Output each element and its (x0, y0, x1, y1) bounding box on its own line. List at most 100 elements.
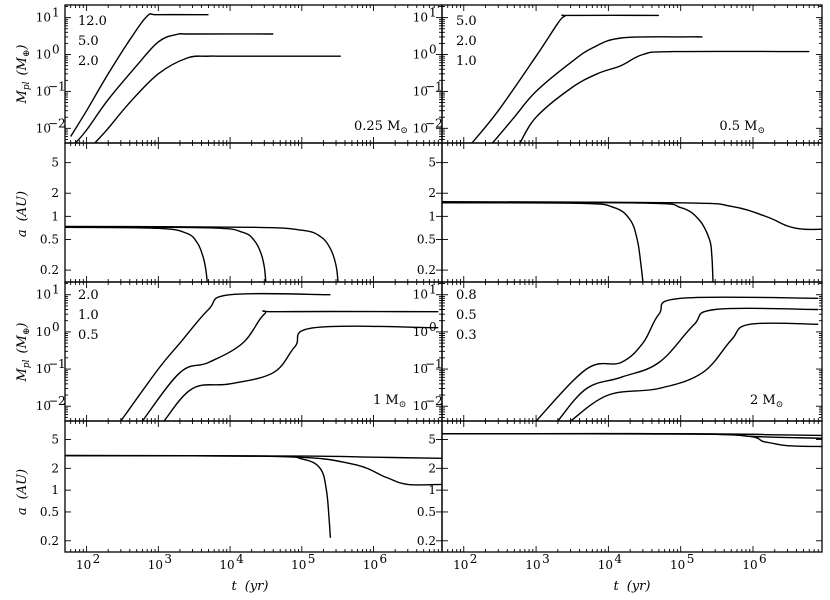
y-tick-label: 2 (51, 186, 59, 200)
x-tick-label-exp: 3 (164, 552, 172, 566)
axes-frame (441, 4, 823, 144)
y-tick-label-exp: −1 (48, 79, 66, 93)
legend-label: 2.0 (78, 288, 99, 303)
legend-label: 0.5 (78, 328, 99, 343)
legend-label: 0.5 (456, 308, 477, 323)
y-tick-label: 0.5 (417, 505, 436, 519)
x-tick-label: 10 (219, 558, 234, 572)
ylabel-mass-bottom: Mpl(M⊕) (15, 323, 32, 383)
y-tick-label: 10 (413, 288, 428, 302)
y-tick-label: 2 (428, 461, 436, 475)
axes-frame (441, 142, 823, 283)
y-tick-label: 10 (36, 362, 51, 376)
x-tick-label-exp: 5 (687, 552, 695, 566)
series-line-1 (70, 13, 209, 137)
ylabel-a-top: a(AU) (15, 191, 30, 237)
axes-frame (64, 142, 443, 283)
series-line-1 (120, 292, 331, 421)
y-tick-label: 10 (36, 11, 51, 25)
y-tick-label: 0.2 (417, 263, 436, 277)
y-tick-label: 5 (51, 156, 59, 170)
y-tick-label: 10 (36, 48, 51, 62)
y-tick-label-exp: 0 (52, 43, 60, 57)
legend-label: 0.8 (456, 288, 477, 303)
legend-label: 5.0 (456, 14, 477, 29)
y-tick-label: 0.5 (40, 505, 59, 519)
series-line-2 (491, 36, 703, 143)
y-tick-label: 1 (51, 209, 59, 223)
series-line-3 (65, 225, 339, 282)
panel-mass-2: 10 110 010−110−2 (413, 281, 823, 422)
legend-panel-2: 5.0 2.0 1.0 (456, 14, 477, 69)
x-tick-label-exp: 6 (759, 552, 767, 566)
series-line-2 (65, 454, 442, 486)
x-tick-label: 10 (742, 558, 757, 572)
y-tick-label: 5 (428, 156, 436, 170)
series-line-3 (442, 433, 822, 437)
stellar-mass-annotation-2: 0.5 M⊙ (719, 119, 765, 136)
y-tick-label-exp: 1 (52, 6, 60, 20)
series-line-1 (65, 226, 208, 282)
series-line-2 (442, 432, 822, 448)
series-line-3 (570, 322, 819, 421)
y-tick-label: 10 (413, 362, 428, 376)
y-tick-label-exp: 1 (429, 6, 437, 20)
axes-frame (441, 420, 823, 553)
y-tick-label: 10 (413, 121, 428, 135)
legend-panel-1: 12.0 5.0 2.0 (78, 14, 107, 69)
ylabel-mass-top: Mpl(M⊕) (15, 45, 32, 105)
xlabel-right: t (yr) (614, 579, 651, 594)
series-line-1 (471, 14, 659, 143)
y-tick-label-exp: 1 (52, 283, 60, 297)
y-tick-label-exp: −2 (425, 116, 443, 130)
y-tick-label: 0.2 (417, 534, 436, 548)
x-tick-label: 10 (363, 558, 378, 572)
y-tick-label: 10 (36, 325, 51, 339)
x-tick-label-exp: 6 (380, 552, 388, 566)
legend-panel-4: 0.8 0.5 0.3 (456, 288, 477, 343)
y-tick-label: 0.2 (40, 534, 59, 548)
series-line-1 (442, 202, 644, 282)
y-tick-label-exp: −2 (425, 394, 443, 408)
y-tick-label-exp: −2 (48, 116, 66, 130)
y-tick-label: 10 (36, 288, 51, 302)
panel-semimajor-0.5: 5 2 1 0.5 0.2 (417, 142, 823, 283)
y-tick-label-exp: 0 (429, 43, 437, 57)
series-line-2 (65, 226, 267, 282)
y-tick-label-exp: −2 (48, 394, 66, 408)
xlabel-left: t (yr) (232, 579, 269, 594)
legend-label: 0.3 (456, 328, 477, 343)
x-tick-label-exp: 5 (308, 552, 316, 566)
y-tick-label: 2 (51, 461, 59, 475)
x-tick-label-exp: 3 (542, 552, 550, 566)
y-tick-label: 10 (36, 84, 51, 98)
series-line-3 (65, 454, 442, 459)
y-tick-label: 10 (413, 325, 428, 339)
series-line-3 (94, 55, 341, 143)
series-line-3 (163, 325, 439, 421)
x-tick-label-exp: 2 (93, 552, 101, 566)
y-tick-label-exp: −1 (48, 357, 66, 371)
ylabel-a-bottom: a(AU) (15, 469, 30, 515)
x-tick-label: 10 (148, 558, 163, 572)
y-tick-label: 5 (428, 432, 436, 446)
legend-label: 12.0 (78, 14, 107, 29)
axes-frame (64, 420, 443, 553)
stellar-mass-annotation-4: 2 M⊙ (750, 393, 783, 410)
y-tick-label: 1 (51, 483, 59, 497)
legend-label: 2.0 (78, 54, 99, 69)
y-tick-label-exp: −1 (425, 79, 443, 93)
stellar-mass-annotation-1: 0.25 M⊙ (354, 119, 408, 136)
y-tick-label: 0.5 (417, 232, 436, 246)
y-tick-label: 5 (51, 432, 59, 446)
y-tick-label: 0.5 (40, 232, 59, 246)
x-tick-label-exp: 2 (470, 552, 478, 566)
x-tick-label-exp: 4 (236, 552, 244, 566)
x-tick-label: 10 (598, 558, 613, 572)
y-tick-label: 10 (36, 121, 51, 135)
y-tick-label: 10 (413, 399, 428, 413)
series-line-2 (74, 33, 274, 143)
legend-panel-3: 2.0 1.0 0.5 (78, 288, 99, 343)
